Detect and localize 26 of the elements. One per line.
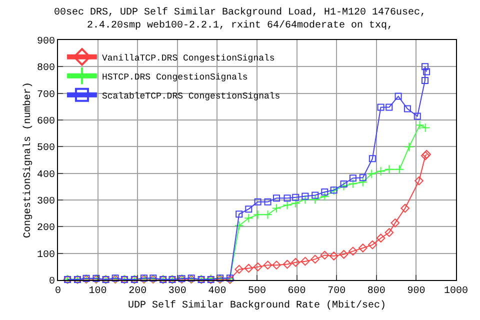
chart-title: 00sec DRS, UDP Self Similar Background Load, H1-M120 1476usec, 2.4.20smp web100-2.2.1, rxint 64/64moderate on txq,	[54, 6, 426, 32]
y-tick-label: 0	[48, 276, 55, 288]
y-tick-label: 500	[36, 143, 55, 154]
x-tick-label: 100	[88, 286, 107, 297]
x-tick-label: 700	[328, 286, 346, 297]
x-tick-label: 400	[208, 286, 226, 297]
x-tick-label: 900	[407, 286, 426, 297]
x-tick-label: 600	[288, 286, 306, 297]
legend-label: HSTCP.DRS CongestionSignals	[102, 72, 248, 82]
y-tick-label: 400	[36, 170, 55, 181]
y-tick-label: 800	[36, 63, 55, 74]
legend-label: VanillaTCP.DRS CongestionSignals	[102, 53, 275, 64]
x-axis-title: UDP Self Similar Background Rate (Mbit/sec)	[128, 300, 386, 312]
y-tick-label: 300	[36, 196, 55, 208]
x-tick-label: 200	[128, 286, 147, 297]
x-tick-label: 500	[248, 286, 266, 297]
y-tick-label: 100	[36, 250, 55, 261]
legend-label: ScalableTCP.DRS CongestionSignals	[102, 91, 280, 102]
x-tick-label: 1000	[444, 286, 468, 297]
y-axis-title: CongestionSignals (number)	[22, 82, 34, 238]
x-tick-label: 300	[168, 286, 186, 297]
y-tick-label: 700	[36, 90, 55, 101]
y-tick-label: 900	[36, 36, 55, 48]
y-tick-label: 200	[36, 223, 55, 234]
y-tick-label: 600	[36, 116, 55, 128]
x-tick-label: 800	[367, 286, 386, 297]
